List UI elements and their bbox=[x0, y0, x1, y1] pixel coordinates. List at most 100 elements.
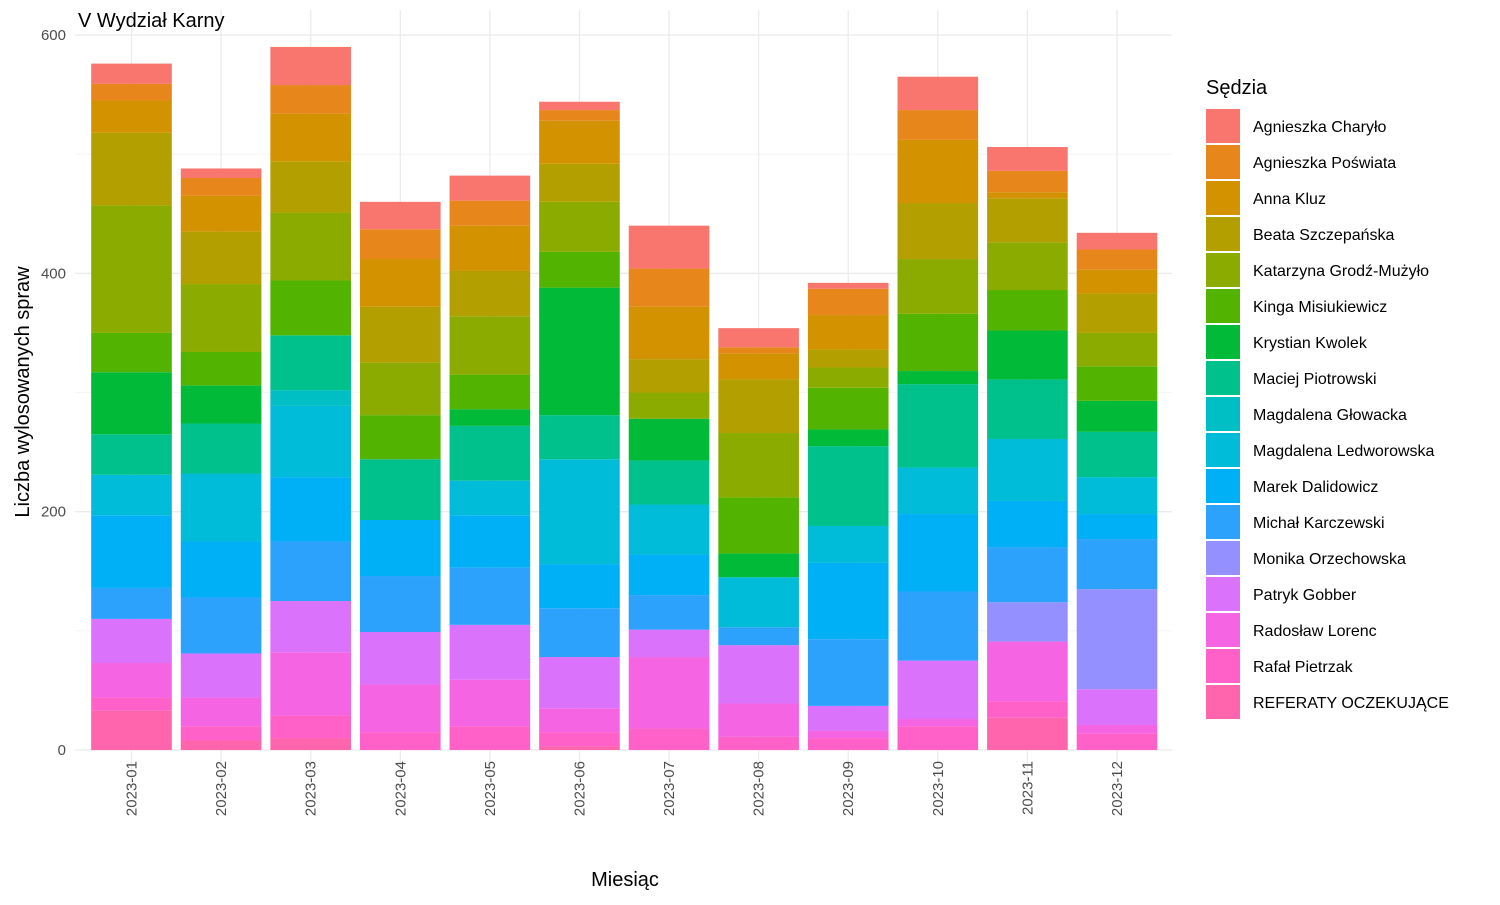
bar-segment bbox=[987, 198, 1068, 243]
x-tick-label: 2023-07 bbox=[661, 761, 678, 816]
legend-swatch bbox=[1206, 577, 1240, 611]
bar-segment bbox=[539, 251, 620, 288]
legend-item: Michał Karczewski bbox=[1206, 505, 1385, 539]
bar-segment bbox=[628, 554, 710, 596]
x-tick-label: 2023-11 bbox=[1019, 761, 1036, 815]
bar-segment bbox=[628, 306, 710, 360]
bar-segment bbox=[270, 161, 351, 213]
bar-segment bbox=[91, 618, 172, 664]
bar-segment bbox=[449, 316, 531, 375]
bar-segment bbox=[1076, 269, 1158, 294]
x-tick-label: 2023-01 bbox=[124, 761, 141, 816]
bar-segment bbox=[628, 629, 710, 658]
legend-item: Magdalena Ledworowska bbox=[1206, 433, 1435, 467]
legend-label: Maciej Piotrowski bbox=[1253, 371, 1377, 388]
bar-stack-2023-08 bbox=[718, 328, 799, 750]
bar-segment bbox=[180, 385, 262, 424]
legend-swatch bbox=[1206, 217, 1240, 251]
chart-title: V Wydział Karny bbox=[78, 10, 225, 32]
bar-segment bbox=[1076, 514, 1158, 540]
legend-item: Anna Kluz bbox=[1206, 181, 1326, 215]
bar-segment bbox=[359, 415, 441, 460]
x-tick-label: 2023-02 bbox=[213, 761, 230, 816]
legend-item: Magdalena Głowacka bbox=[1206, 397, 1407, 431]
bar-segment bbox=[987, 379, 1068, 439]
bar-segment bbox=[270, 113, 351, 162]
bar-segment bbox=[987, 147, 1068, 171]
bar-segment bbox=[180, 541, 262, 598]
bar-segment bbox=[987, 602, 1068, 642]
y-axis-title: Liczba wylosowanych spraw bbox=[12, 266, 34, 518]
legend-label: Michał Karczewski bbox=[1253, 515, 1385, 532]
bar-segment bbox=[628, 504, 710, 555]
legend-item: Maciej Piotrowski bbox=[1206, 361, 1377, 395]
bar-segment bbox=[449, 515, 531, 568]
bar-segment bbox=[359, 632, 441, 685]
bar-stack-2023-03 bbox=[270, 46, 351, 750]
bar-segment bbox=[807, 387, 889, 430]
bar-segment bbox=[718, 433, 799, 498]
bar-segment bbox=[359, 576, 441, 633]
bar-segment bbox=[539, 564, 620, 609]
bar-segment bbox=[180, 423, 262, 474]
bar-segment bbox=[180, 473, 262, 542]
bar-segment bbox=[628, 657, 710, 729]
legend-swatch bbox=[1206, 541, 1240, 575]
bar-segment bbox=[449, 270, 531, 317]
bar-stack-2023-01 bbox=[91, 63, 172, 750]
bar-segment bbox=[718, 703, 799, 737]
bar-segment bbox=[1076, 689, 1158, 725]
legend-swatch bbox=[1206, 433, 1240, 467]
bar-segment bbox=[807, 639, 889, 706]
legend-item: Katarzyna Grodź-Mużyło bbox=[1206, 253, 1429, 287]
bar-segment bbox=[987, 641, 1068, 702]
bar-segment bbox=[539, 415, 620, 460]
legend-label: Monika Orzechowska bbox=[1253, 551, 1406, 568]
bar-segment bbox=[539, 287, 620, 416]
bar-segment bbox=[628, 392, 710, 419]
bar-segment bbox=[897, 514, 979, 592]
bar-segment bbox=[270, 335, 351, 391]
bar-segment bbox=[807, 738, 889, 750]
bar-segment bbox=[449, 225, 531, 271]
legend-label: Anna Kluz bbox=[1253, 191, 1326, 208]
bar-stack-2023-12 bbox=[1076, 232, 1158, 750]
bar-segment bbox=[270, 405, 351, 478]
bar-segment bbox=[1076, 366, 1158, 401]
bar-segment bbox=[539, 163, 620, 202]
legend-swatch bbox=[1206, 361, 1240, 395]
legend-swatch bbox=[1206, 649, 1240, 683]
legend-item: REFERATY OCZEKUJĄCE bbox=[1206, 685, 1449, 719]
legend-item: Krystian Kwolek bbox=[1206, 325, 1368, 359]
bar-segment bbox=[807, 315, 889, 350]
y-tick-label: 600 bbox=[41, 27, 66, 44]
bar-segment bbox=[91, 372, 172, 435]
bar-segment bbox=[628, 418, 710, 461]
bar-segment bbox=[897, 371, 979, 385]
legend-swatch bbox=[1206, 397, 1240, 431]
legend-swatch bbox=[1206, 685, 1240, 719]
bar-segment bbox=[180, 178, 262, 196]
bar-segment bbox=[718, 379, 799, 434]
legend-item: Agnieszka Charyło bbox=[1206, 109, 1387, 143]
bar-segment bbox=[628, 728, 710, 750]
bar-segment bbox=[91, 83, 172, 101]
bar-segment bbox=[91, 587, 172, 619]
bar-segment bbox=[987, 290, 1068, 331]
bar-segment bbox=[1076, 724, 1158, 734]
bar-segment bbox=[539, 732, 620, 747]
x-axis: 2023-01 2023-02 2023-03 2023-04 2023-05 2023-… bbox=[124, 761, 1127, 816]
legend-label: Katarzyna Grodź-Mużyło bbox=[1253, 263, 1429, 280]
bar-segment bbox=[718, 497, 799, 554]
bar-segment bbox=[807, 429, 889, 447]
legend-swatch bbox=[1206, 289, 1240, 323]
bar-segment bbox=[270, 652, 351, 716]
bar-segment bbox=[807, 525, 889, 563]
legend-item: Rafał Pietrzak bbox=[1206, 649, 1354, 683]
bar-segment bbox=[539, 120, 620, 164]
legend-swatch bbox=[1206, 109, 1240, 143]
legend-swatch bbox=[1206, 181, 1240, 215]
bar-segment bbox=[897, 139, 979, 204]
bar-segment bbox=[180, 726, 262, 741]
